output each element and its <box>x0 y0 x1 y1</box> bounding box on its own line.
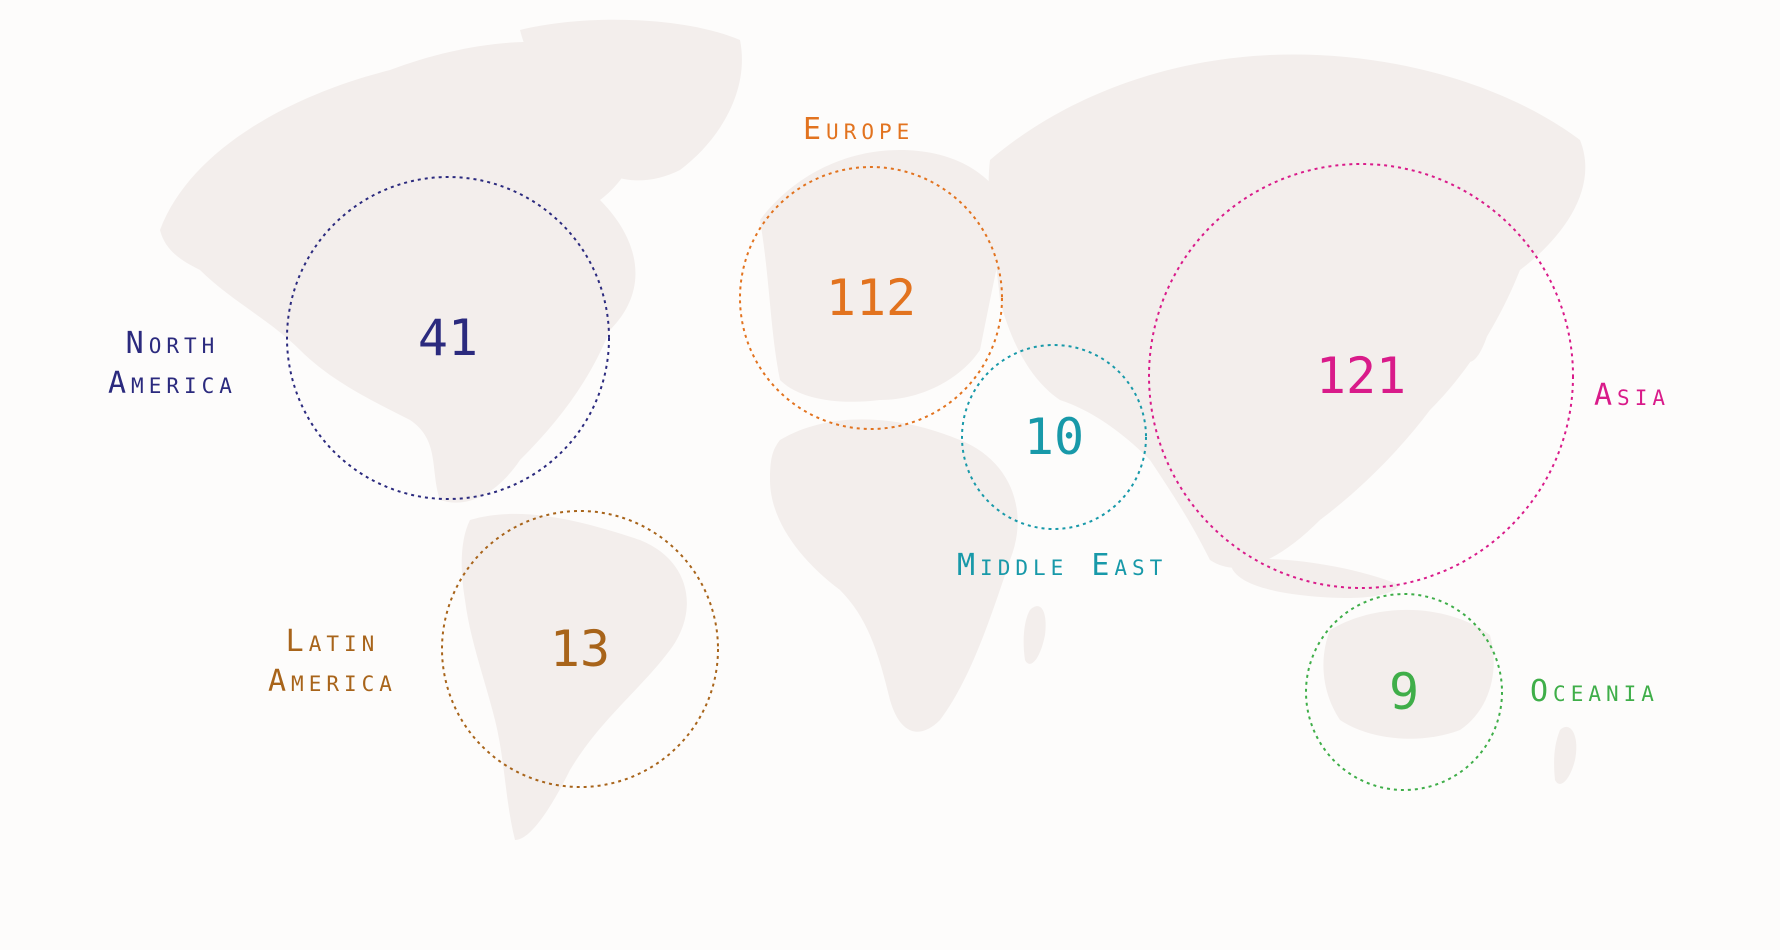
region-counts: 41 112 10 121 13 9 <box>418 269 1419 721</box>
land-madagascar <box>1023 606 1046 664</box>
land-australia <box>1323 609 1494 739</box>
region-label-line: America <box>268 664 397 699</box>
region-label-line: Asia <box>1594 378 1670 413</box>
land-asia <box>988 54 1586 568</box>
region-circle-north-america <box>286 176 610 500</box>
land-greenland <box>520 19 742 181</box>
region-label-line: Latin <box>285 624 380 659</box>
continent-shapes <box>160 19 1586 840</box>
region-count-asia: 121 <box>1316 347 1406 405</box>
region-label-line: North <box>125 326 220 361</box>
land-north-america <box>160 41 642 503</box>
region-count-oceania: 9 <box>1389 663 1419 721</box>
region-label-asia: Asia <box>1594 376 1670 416</box>
region-label-middle-east: Middle East <box>957 546 1167 586</box>
region-circle-asia <box>1148 163 1574 589</box>
region-label-line: Europe <box>803 112 915 147</box>
region-circle-middle-east <box>961 344 1147 530</box>
region-count-latin-america: 13 <box>550 620 610 678</box>
region-count-europe: 112 <box>826 269 916 327</box>
region-count-north-america: 41 <box>418 309 478 367</box>
land-japan <box>1462 247 1496 362</box>
region-circles <box>286 163 1574 791</box>
region-circle-oceania <box>1305 593 1503 791</box>
region-circle-latin-america <box>441 510 719 788</box>
region-label-line: Oceania <box>1530 674 1659 709</box>
region-label-north-america: North America <box>108 324 237 404</box>
region-label-line: America <box>108 366 237 401</box>
region-label-line: Middle East <box>957 548 1168 583</box>
region-label-latin-america: Latin America <box>268 622 397 702</box>
land-indonesia <box>1230 558 1400 598</box>
region-label-oceania: Oceania <box>1530 672 1659 712</box>
land-new-zealand <box>1554 726 1577 784</box>
region-count-middle-east: 10 <box>1024 408 1084 466</box>
region-circle-europe <box>739 166 1003 430</box>
land-europe <box>760 150 1010 402</box>
land-africa <box>770 419 1018 732</box>
land-south-america <box>461 513 687 840</box>
region-label-europe: Europe <box>803 110 914 150</box>
